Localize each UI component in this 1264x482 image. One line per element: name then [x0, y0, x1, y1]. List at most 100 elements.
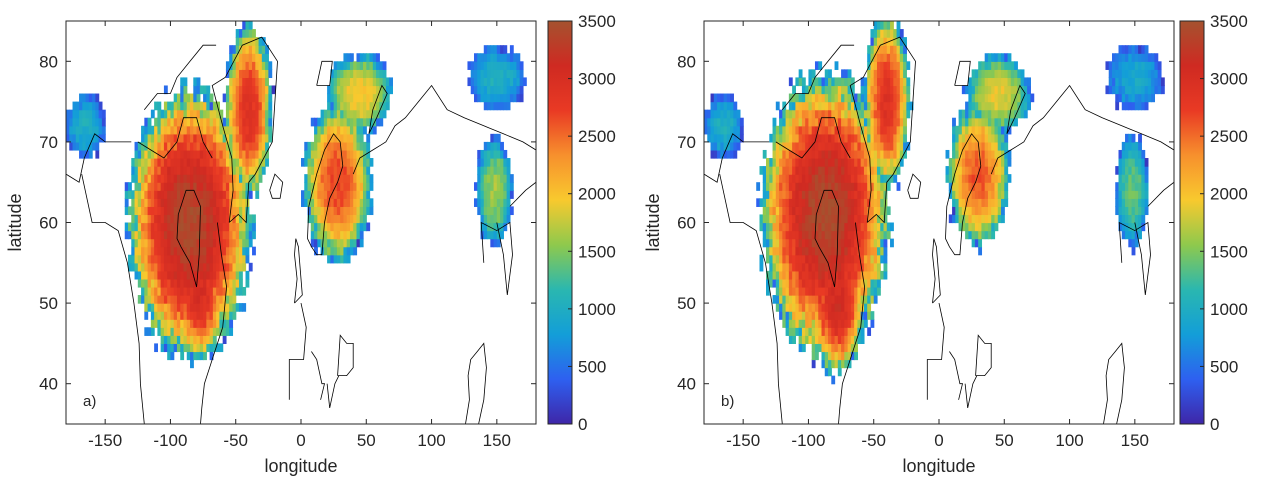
heatmap-cell [821, 141, 826, 151]
heatmap-cell [876, 149, 881, 159]
heatmap-cell [821, 246, 826, 256]
heatmap-cell [837, 335, 842, 344]
heatmap-cell [180, 246, 185, 256]
heatmap-cell [991, 61, 996, 70]
heatmap-cell [157, 206, 162, 216]
heatmap-cell [144, 198, 149, 207]
heatmap-cell [798, 117, 803, 127]
heatmap-cell [1121, 190, 1126, 199]
heatmap-cell [906, 77, 911, 87]
heatmap-cell [359, 158, 364, 167]
heatmap-cell [1118, 206, 1123, 216]
heatmap-cell [147, 133, 152, 143]
heatmap-cell [883, 125, 888, 135]
heatmap-cell [903, 117, 907, 127]
heatmap-cell [340, 222, 345, 232]
heatmap-cell [854, 166, 858, 175]
heatmap-cell [85, 125, 90, 135]
heatmap-cell [1027, 101, 1031, 111]
heatmap-cell [788, 295, 793, 304]
heatmap-cell [265, 133, 269, 143]
heatmap-cell [199, 295, 204, 304]
heatmap-cell [785, 278, 790, 288]
heatmap-cell [222, 166, 227, 175]
heatmap-cell [144, 206, 149, 216]
heatmap-cell [496, 166, 501, 175]
heatmap-cell [850, 238, 855, 248]
heatmap-cell [824, 238, 829, 248]
heatmap-cell [203, 311, 207, 320]
heatmap-cell [225, 85, 230, 95]
heatmap-cell [490, 69, 495, 79]
heatmap-cell [1125, 77, 1129, 87]
heatmap-cell [1138, 53, 1142, 62]
heatmap-cell [167, 133, 172, 143]
heatmap-cell [180, 182, 185, 191]
heatmap-cell [258, 174, 263, 183]
heatmap-cell [707, 125, 712, 135]
heatmap-cell [831, 327, 836, 336]
heatmap-cell [222, 335, 227, 344]
heatmap-cell [170, 141, 175, 151]
heatmap-cell [824, 166, 829, 175]
heatmap-cell [222, 141, 227, 151]
heatmap-cell [883, 101, 888, 111]
heatmap-cell [1141, 45, 1146, 54]
heatmap-cell [209, 198, 214, 207]
heatmap-cell [1125, 85, 1129, 95]
heatmap-cell [775, 278, 780, 288]
heatmap-cell [775, 214, 780, 224]
heatmap-cell [137, 262, 142, 272]
heatmap-cell [873, 174, 878, 183]
heatmap-cell [821, 214, 826, 224]
heatmap-cell [314, 117, 318, 127]
heatmap-cell [186, 238, 191, 248]
heatmap-cell [903, 149, 907, 159]
y-tick-label: 40 [677, 375, 696, 394]
heatmap-cell [841, 311, 845, 320]
heatmap-cell [834, 311, 839, 320]
heatmap-cell [890, 109, 894, 119]
heatmap-cell [506, 93, 511, 103]
heatmap-cell [258, 45, 263, 54]
heatmap-cell [493, 214, 498, 224]
heatmap-cell [330, 182, 335, 191]
heatmap-cell [170, 198, 175, 207]
heatmap-cell [814, 351, 819, 361]
heatmap-cell [857, 222, 862, 232]
heatmap-cell [157, 222, 162, 232]
heatmap-cell [92, 109, 96, 119]
heatmap-cell [503, 93, 508, 103]
heatmap-cell [1131, 174, 1136, 183]
heatmap-cell [808, 198, 813, 207]
heatmap-cell [880, 69, 885, 79]
heatmap-cell [847, 198, 852, 207]
heatmap-cell [141, 190, 145, 199]
heatmap-cell [258, 77, 263, 87]
heatmap-cell [483, 77, 488, 87]
heatmap-cell [473, 198, 478, 207]
heatmap-cell [359, 238, 364, 248]
heatmap-cell [1131, 101, 1136, 111]
heatmap-cell [801, 190, 806, 199]
heatmap-cell [952, 206, 956, 216]
heatmap-cell [863, 286, 868, 296]
heatmap-cell [147, 141, 152, 151]
heatmap-cell [847, 69, 852, 79]
heatmap-cell [242, 238, 247, 248]
heatmap-cell [880, 222, 885, 232]
heatmap-cell [519, 93, 524, 103]
heatmap-cell [170, 319, 175, 328]
heatmap-cell [785, 319, 790, 328]
heatmap-cell [147, 158, 152, 167]
heatmap-cell [991, 85, 996, 95]
heatmap-cell [798, 206, 803, 216]
heatmap-cell [984, 206, 989, 216]
heatmap-cell [134, 270, 139, 280]
heatmap-cell [814, 286, 819, 296]
heatmap-cell [477, 69, 482, 79]
heatmap-cell [847, 133, 852, 143]
heatmap-cell [206, 222, 211, 232]
heatmap-cell [818, 246, 823, 256]
heatmap-cell [788, 335, 793, 344]
